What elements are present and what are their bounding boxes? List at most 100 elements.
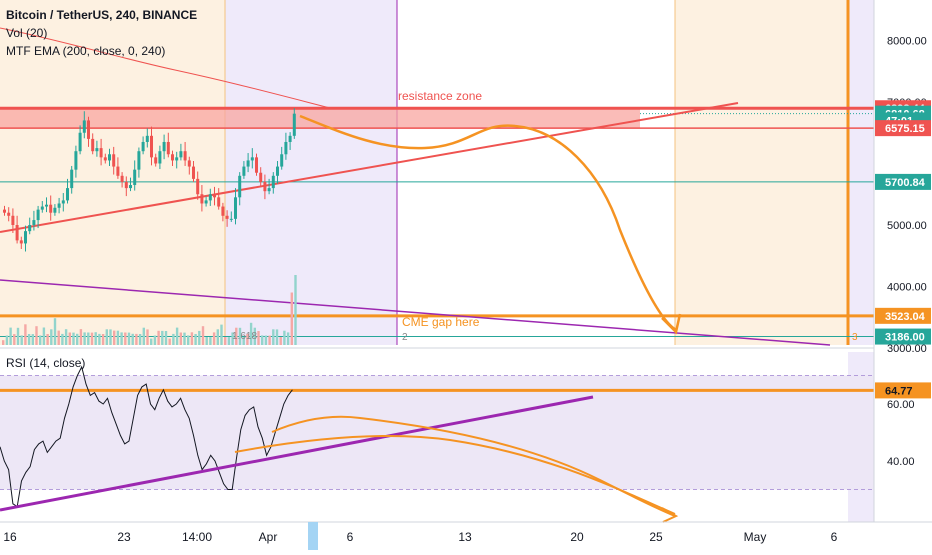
candle-body <box>276 166 279 176</box>
rsi-title: RSI (14, close) <box>6 356 86 370</box>
volume-bar <box>83 332 86 345</box>
candle-body <box>82 120 86 133</box>
time-tick-label: Apr <box>259 530 278 544</box>
rising-trendline <box>0 102 739 233</box>
forecast-path-price <box>299 114 677 332</box>
volume-bar <box>116 330 120 345</box>
candle-body <box>61 200 65 204</box>
time-axis-highlight <box>308 522 318 550</box>
candle-body <box>242 166 246 176</box>
candle-body <box>183 151 187 161</box>
shade-purple-1 <box>225 0 397 345</box>
candle-body <box>284 141 288 155</box>
volume-bar <box>172 333 175 345</box>
volume-bar <box>68 332 71 345</box>
volume-bar <box>53 318 57 345</box>
volume-bar <box>286 332 290 345</box>
candle-body <box>15 225 19 241</box>
volume-bar <box>212 332 216 345</box>
price-label-box <box>875 173 931 190</box>
candle-body <box>124 181 128 189</box>
fib-label-3: 3 <box>852 332 858 343</box>
volume-bar <box>142 327 145 345</box>
candle-body <box>141 141 145 152</box>
candle-body <box>74 151 78 170</box>
rsi-tick-label: 40.00 <box>887 456 915 468</box>
price-axis-bg <box>874 0 932 550</box>
candle-body <box>95 148 99 152</box>
time-tick-label: 6 <box>831 530 838 544</box>
indicator-volume-label: Vol (20) <box>6 26 48 40</box>
volume-bar <box>198 330 201 345</box>
volume-bar <box>205 337 208 345</box>
volume-bar <box>20 335 23 345</box>
time-tick-label: 16 <box>3 530 17 544</box>
rsi-value-box <box>875 382 931 399</box>
volume-bar <box>50 329 53 345</box>
volume-bar <box>246 333 249 345</box>
volume-bar <box>261 335 264 345</box>
volume-bar <box>42 327 46 345</box>
volume-bar <box>253 327 256 345</box>
candle-body <box>200 194 204 204</box>
candle-body <box>234 197 237 219</box>
candle-body <box>263 181 267 192</box>
volume-bar <box>150 338 153 345</box>
candle-body <box>221 206 225 216</box>
volume-bar <box>113 330 116 345</box>
price-label-text: 5700.84 <box>885 177 926 189</box>
indicator-ema-label: MTF EMA (200, close, 0, 240) <box>6 44 166 58</box>
cme-gap-label: CME gap here <box>402 315 480 329</box>
candle-body <box>229 218 233 220</box>
volume-bar <box>5 335 9 345</box>
volume-bar <box>235 327 238 345</box>
price-tick-label: 3000.00 <box>887 343 927 355</box>
volume-bar <box>127 332 131 345</box>
candle-body <box>187 160 191 167</box>
volume-bar <box>227 337 231 345</box>
candle-body <box>208 194 212 201</box>
volume-bar <box>94 332 97 345</box>
falling-trendline <box>0 279 831 346</box>
volume-bar <box>153 335 157 345</box>
volume-bar <box>201 326 205 345</box>
volume-bar <box>294 275 297 345</box>
candle-body <box>11 215 15 225</box>
volume-bar <box>268 335 271 345</box>
candle-body <box>129 185 132 189</box>
rsi-line <box>0 365 293 508</box>
volume-bar <box>138 334 142 345</box>
rsi-band <box>0 375 874 490</box>
volume-bar <box>64 329 68 345</box>
volume-bar <box>61 333 64 345</box>
shade-purple-2 <box>848 0 874 345</box>
volume-bar <box>16 327 20 345</box>
candle-body <box>158 151 162 164</box>
volume-bar <box>90 332 94 345</box>
volume-bar <box>24 324 27 345</box>
forecast-arrowhead-rsi <box>661 507 679 523</box>
volume-bar <box>35 326 38 345</box>
candle-body <box>19 240 23 244</box>
candle-body <box>45 204 48 207</box>
volume-bar <box>13 334 16 345</box>
volume-bar <box>161 330 164 345</box>
price-label-box <box>875 328 931 345</box>
candle-body <box>137 151 141 170</box>
forecast-arrowhead-price <box>661 313 682 335</box>
candle-body <box>99 148 103 158</box>
candle-body <box>87 120 90 139</box>
time-tick-label: 25 <box>649 530 663 544</box>
volume-bar <box>131 333 134 345</box>
candle-body <box>280 154 284 167</box>
volume-bar <box>220 324 223 345</box>
time-tick-label: 23 <box>117 530 131 544</box>
volume-bar <box>283 330 286 345</box>
candle-body <box>238 175 242 198</box>
candle-body <box>116 166 120 176</box>
resistance-zone <box>0 108 640 129</box>
candle-body <box>70 169 74 189</box>
volume-bar <box>264 335 268 345</box>
